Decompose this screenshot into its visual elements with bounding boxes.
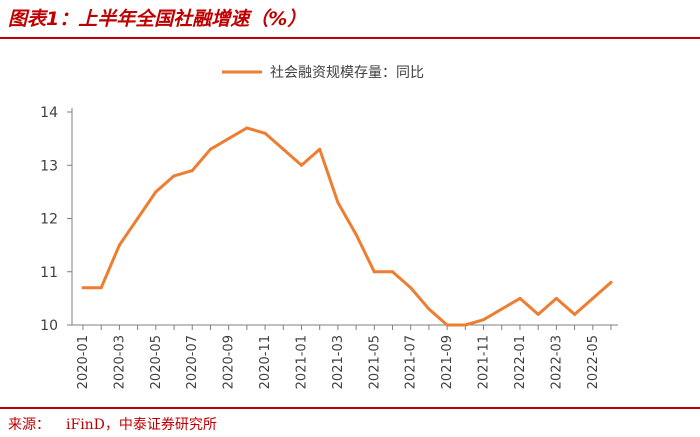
x-tick-label: 2022-03 [549, 335, 564, 389]
data-point [445, 323, 449, 327]
x-tick-label: 2022-05 [586, 335, 601, 389]
y-axis-ticks: 10 11 12 13 14 [40, 105, 72, 334]
data-point [190, 169, 194, 173]
x-axis-ticks: 2020-01 2020-03 2020-05 2020-07 2020-09 2020-… [76, 325, 612, 389]
data-point [482, 318, 486, 322]
figure-title: 图表1：上半年全国社融增速（%） [8, 8, 307, 30]
x-tick-label: 2020-01 [76, 335, 91, 389]
data-point [391, 270, 395, 274]
legend-label: 社会融资规模存量：同比 [270, 65, 424, 81]
axes [71, 108, 618, 326]
data-point [99, 286, 103, 290]
data-point [263, 131, 267, 135]
source-divider [0, 407, 700, 409]
legend: 社会融资规模存量：同比 [222, 65, 424, 81]
x-tick-label: 2020-05 [149, 335, 164, 389]
data-point [500, 307, 504, 311]
source-label: 来源： [8, 417, 50, 433]
data-point [117, 243, 121, 247]
y-tick-label: 12 [40, 212, 58, 228]
data-point [536, 312, 540, 316]
data-point [336, 201, 340, 205]
x-tick-label: 2021-11 [477, 335, 492, 389]
data-point [518, 296, 522, 300]
data-point [227, 137, 231, 141]
y-tick-label: 10 [40, 318, 58, 334]
x-tick-label: 2021-09 [440, 335, 455, 389]
data-point [136, 217, 140, 220]
data-point [318, 147, 322, 151]
data-point [427, 307, 431, 311]
data-point [281, 147, 285, 151]
data-point [354, 232, 358, 236]
series [81, 126, 613, 327]
x-tick-label: 2020-09 [222, 335, 237, 389]
x-tick-label: 2022-01 [513, 335, 528, 389]
x-tick-label: 2020-07 [185, 335, 200, 389]
x-tick-label: 2021-05 [367, 335, 382, 389]
x-tick-label: 2021-01 [294, 335, 309, 389]
y-tick-label: 14 [40, 105, 58, 121]
x-tick-label: 2020-03 [112, 335, 127, 389]
x-tick-label: 2021-03 [331, 335, 346, 389]
data-point [463, 323, 467, 327]
data-point [208, 147, 212, 151]
data-point [299, 163, 303, 167]
y-tick-label: 13 [40, 158, 58, 174]
data-point [409, 286, 413, 290]
source-note: 来源： iFinD，中泰证券研究所 [8, 414, 217, 434]
title-divider [0, 37, 700, 39]
x-tick-label: 2021-07 [404, 335, 419, 389]
data-point [372, 270, 376, 274]
data-point [81, 286, 85, 290]
series-line [81, 126, 613, 327]
x-tick-label: 2020-11 [258, 335, 273, 389]
y-tick-label: 11 [40, 265, 58, 281]
data-point [591, 296, 595, 300]
data-point [609, 280, 613, 284]
data-point [172, 174, 176, 178]
data-point [245, 126, 249, 130]
data-point [154, 190, 158, 194]
data-point [554, 296, 558, 300]
data-point [573, 312, 577, 316]
source-value: iFinD，中泰证券研究所 [66, 417, 217, 433]
